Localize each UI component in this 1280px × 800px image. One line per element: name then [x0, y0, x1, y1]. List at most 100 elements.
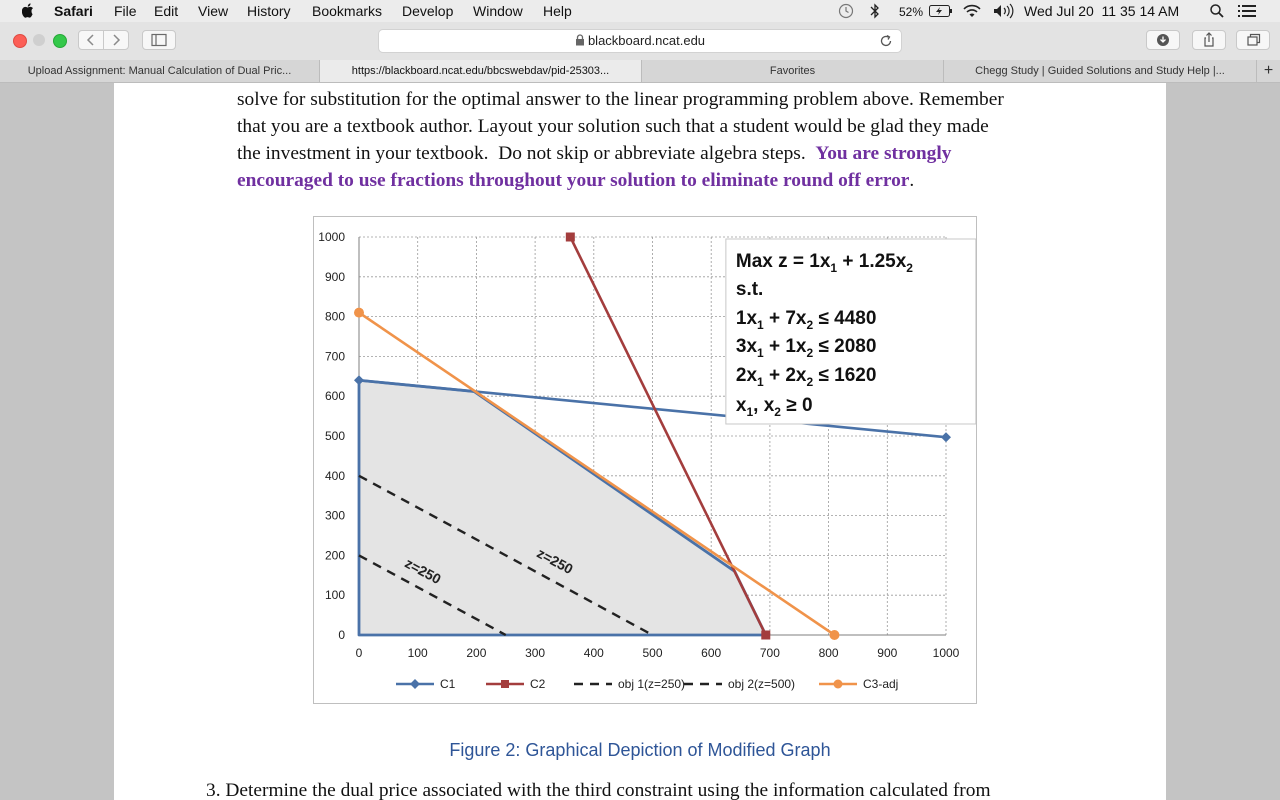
menu-help[interactable]: Help: [543, 3, 572, 19]
model-subscript: 2: [807, 375, 814, 389]
emphasis-text: You are strongly: [815, 143, 952, 164]
series-c1-point: [354, 375, 364, 386]
x-tick-label: 0: [356, 646, 363, 660]
series-c2-point: [761, 630, 771, 640]
spotlight-icon[interactable]: [1209, 3, 1225, 22]
model-text: ≤ 4480: [813, 308, 876, 329]
menu-clock[interactable]: Wed Jul 20 11 35 14 AM: [1024, 3, 1180, 19]
legend-marker: [501, 680, 509, 688]
series-c3-adj-line: [358, 311, 836, 637]
series-obj-2-z-500-line: [358, 474, 654, 637]
y-tick-label: 500: [325, 429, 345, 443]
tab-bar: Upload Assignment: Manual Calculation of…: [0, 60, 1280, 83]
menu-bar: Safari File Edit View History Bookmarks …: [0, 0, 1280, 22]
forward-button[interactable]: [103, 30, 129, 50]
model-line: 2x1 + 2x2 ≤ 1620: [736, 365, 877, 389]
para-line: the investment in your textbook. Do not …: [237, 140, 1097, 167]
tab-favorites[interactable]: Favorites: [642, 60, 944, 82]
menu-history[interactable]: History: [247, 3, 291, 19]
model-text: + 1x: [764, 336, 807, 357]
legend-marker: [833, 679, 843, 689]
model-text: ≥ 0: [781, 395, 813, 416]
menu-develop[interactable]: Develop: [402, 3, 454, 19]
chart-series: [354, 232, 951, 640]
close-window-button[interactable]: [13, 34, 27, 48]
model-text: + 2x: [764, 365, 807, 386]
apple-icon[interactable]: [21, 3, 34, 18]
x-tick-label: 1000: [933, 646, 960, 660]
notification-center-icon[interactable]: [1238, 4, 1256, 21]
para-text: the investment in your textbook. Do not …: [237, 143, 816, 164]
chart-ticks: 0 100 200 300 400 500 600 700 800 900 1000 0 100 200 3…: [318, 230, 959, 660]
model-subscript: 1: [746, 405, 753, 419]
legend-label: obj 2(z=500): [728, 677, 795, 691]
feasible-region-fill: [359, 380, 766, 635]
chevron-right-icon: [113, 34, 121, 46]
series-c1-line: [358, 378, 947, 439]
downloads-button[interactable]: [1146, 30, 1180, 50]
menu-file[interactable]: File: [114, 3, 137, 19]
tab-bbcswebdav[interactable]: https://blackboard.ncat.edu/bbcswebdav/p…: [320, 60, 642, 82]
series-c3-adj-point: [829, 630, 840, 640]
model-subscript: 2: [906, 261, 913, 275]
address-text: blackboard.ncat.edu: [587, 33, 706, 48]
menu-app-name[interactable]: Safari: [54, 3, 93, 19]
menu-window[interactable]: Window: [473, 3, 523, 19]
model-subscript: 1: [757, 346, 764, 360]
figure-caption: Figure 2: Graphical Depiction of Modifie…: [449, 740, 831, 760]
menu-edit[interactable]: Edit: [154, 3, 179, 19]
back-button[interactable]: [78, 30, 104, 50]
y-tick-label: 700: [325, 349, 345, 363]
y-tick-label: 800: [325, 310, 345, 324]
series-c3-adj-point: [354, 307, 364, 318]
minimize-window-button[interactable]: [33, 34, 45, 46]
wifi-icon[interactable]: [963, 3, 981, 22]
menu-view[interactable]: View: [198, 3, 229, 19]
model-text: Max z = 1x: [736, 251, 831, 272]
model-text: , x: [753, 395, 775, 416]
share-button[interactable]: [1192, 30, 1226, 50]
tab-chegg[interactable]: Chegg Study | Guided Solutions and Study…: [944, 60, 1257, 82]
battery-icon[interactable]: [929, 4, 953, 21]
tab-upload-assignment[interactable]: Upload Assignment: Manual Calculation of…: [0, 60, 320, 82]
time-machine-icon[interactable]: [838, 3, 854, 22]
series-c2-line: [569, 236, 767, 636]
model-line: 3x1 + 1x2 ≤ 2080: [736, 336, 877, 360]
model-text: s.t.: [736, 279, 763, 300]
tabs-overview-button[interactable]: [1236, 30, 1270, 50]
question-3-text: 3. Determine the dual price associated w…: [206, 780, 991, 800]
x-tick-label: 800: [819, 646, 839, 660]
battery-percent[interactable]: 52%: [899, 5, 924, 19]
para-line: solve for substitution for the optimal a…: [237, 89, 1004, 110]
series-c1-point: [941, 432, 951, 443]
document-page: solve for substitution for the optimal a…: [114, 83, 1166, 800]
model-text: + 1.25x: [837, 251, 907, 272]
download-icon: [1157, 34, 1169, 46]
bluetooth-icon[interactable]: [870, 3, 880, 22]
model-subscript: 1: [830, 261, 837, 275]
zoom-window-button[interactable]: [53, 34, 67, 48]
x-tick-label: 600: [701, 646, 721, 660]
menu-bookmarks[interactable]: Bookmarks: [312, 3, 383, 19]
legend-label: C3-adj: [863, 677, 898, 691]
sidebar-button[interactable]: [142, 30, 176, 50]
para-line: that you are a textbook author. Layout y…: [237, 116, 989, 137]
model-subscript: 1: [757, 375, 764, 389]
feasible-region: [359, 380, 766, 635]
legend-label: C1: [440, 677, 456, 691]
model-text: ≤ 1620: [813, 365, 876, 386]
volume-icon[interactable]: [992, 3, 1016, 22]
model-text: x: [736, 395, 747, 416]
lp-chart: 0 100 200 300 400 500 600 700 800 900 1000 0 100 200 3…: [318, 230, 977, 691]
reload-icon[interactable]: [879, 34, 893, 48]
tabs-overview-icon: [1247, 33, 1261, 46]
x-tick-label: 100: [408, 646, 428, 660]
model-line: Max z = 1x1 + 1.25x2: [736, 251, 913, 275]
x-tick-label: 700: [760, 646, 780, 660]
new-tab-button[interactable]: +: [1263, 62, 1274, 79]
x-tick-label: 900: [877, 646, 897, 660]
model-text: 1x: [736, 308, 758, 329]
address-bar[interactable]: blackboard.ncat.edu: [378, 29, 902, 53]
model-box-frame: [725, 238, 977, 425]
